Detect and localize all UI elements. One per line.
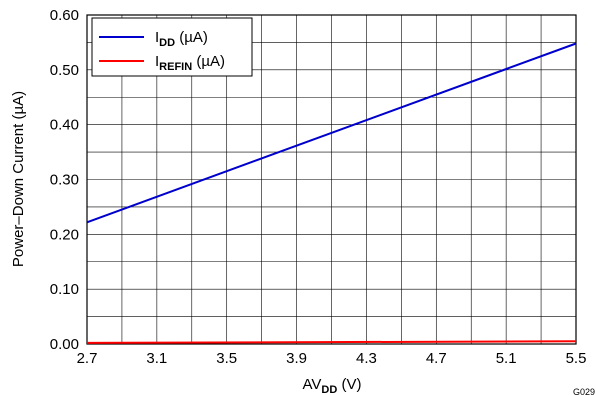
x-tick-label: 4.3 bbox=[356, 350, 377, 367]
x-tick-label: 5.1 bbox=[496, 350, 517, 367]
x-tick-label: 3.1 bbox=[146, 350, 167, 367]
legend-box bbox=[91, 17, 253, 77]
legend-label-idd-subscript: DD bbox=[159, 37, 175, 49]
y-axis-title: Power–Down Current (µA) bbox=[10, 91, 27, 267]
x-axis-title-main: AV bbox=[303, 376, 322, 393]
legend-label-idd-unit: (µA) bbox=[175, 29, 208, 46]
y-tick-label: 0.10 bbox=[50, 281, 79, 298]
x-axis-ticks: 2.7 3.1 3.5 3.9 4.3 4.7 5.1 5.5 bbox=[77, 350, 587, 367]
legend-label-irefin-unit: (µA) bbox=[192, 53, 225, 70]
plot-frame bbox=[86, 14, 577, 345]
y-tick-label: 0.40 bbox=[50, 117, 79, 134]
x-axis-title-unit: (V) bbox=[337, 376, 361, 393]
legend-label-idd: IDD (µA) bbox=[155, 29, 208, 49]
y-tick-label: 0.50 bbox=[50, 62, 79, 79]
y-tick-label: 0.60 bbox=[50, 7, 79, 24]
x-tick-label: 2.7 bbox=[77, 350, 98, 367]
y-tick-label: 0.20 bbox=[50, 226, 79, 243]
series-layer bbox=[86, 42, 577, 344]
y-tick-label: 0.00 bbox=[50, 336, 79, 353]
x-axis-title-subscript: DD bbox=[321, 384, 337, 395]
x-axis-title: AVDD (V) bbox=[303, 376, 362, 395]
y-tick-label: 0.30 bbox=[50, 172, 79, 189]
legend-label-irefin-subscript: REFIN bbox=[159, 61, 192, 73]
x-tick-label: 3.5 bbox=[216, 350, 237, 367]
x-tick-label: 3.9 bbox=[286, 350, 307, 367]
legend-label-idd-main: I bbox=[155, 29, 159, 46]
legend-label-irefin-main: I bbox=[155, 53, 159, 70]
x-tick-label: 5.5 bbox=[566, 350, 587, 367]
legend-label-irefin: IREFIN (µA) bbox=[155, 53, 225, 73]
x-tick-label: 4.7 bbox=[426, 350, 447, 367]
y-axis-ticks: 0.00 0.10 0.20 0.30 0.40 0.50 0.60 bbox=[50, 7, 79, 353]
series-line-dd bbox=[86, 42, 577, 224]
series-line-refin bbox=[86, 340, 577, 344]
legend: IDD (µA) IREFIN (µA) bbox=[91, 17, 253, 77]
figure-id: G029 bbox=[573, 387, 595, 395]
